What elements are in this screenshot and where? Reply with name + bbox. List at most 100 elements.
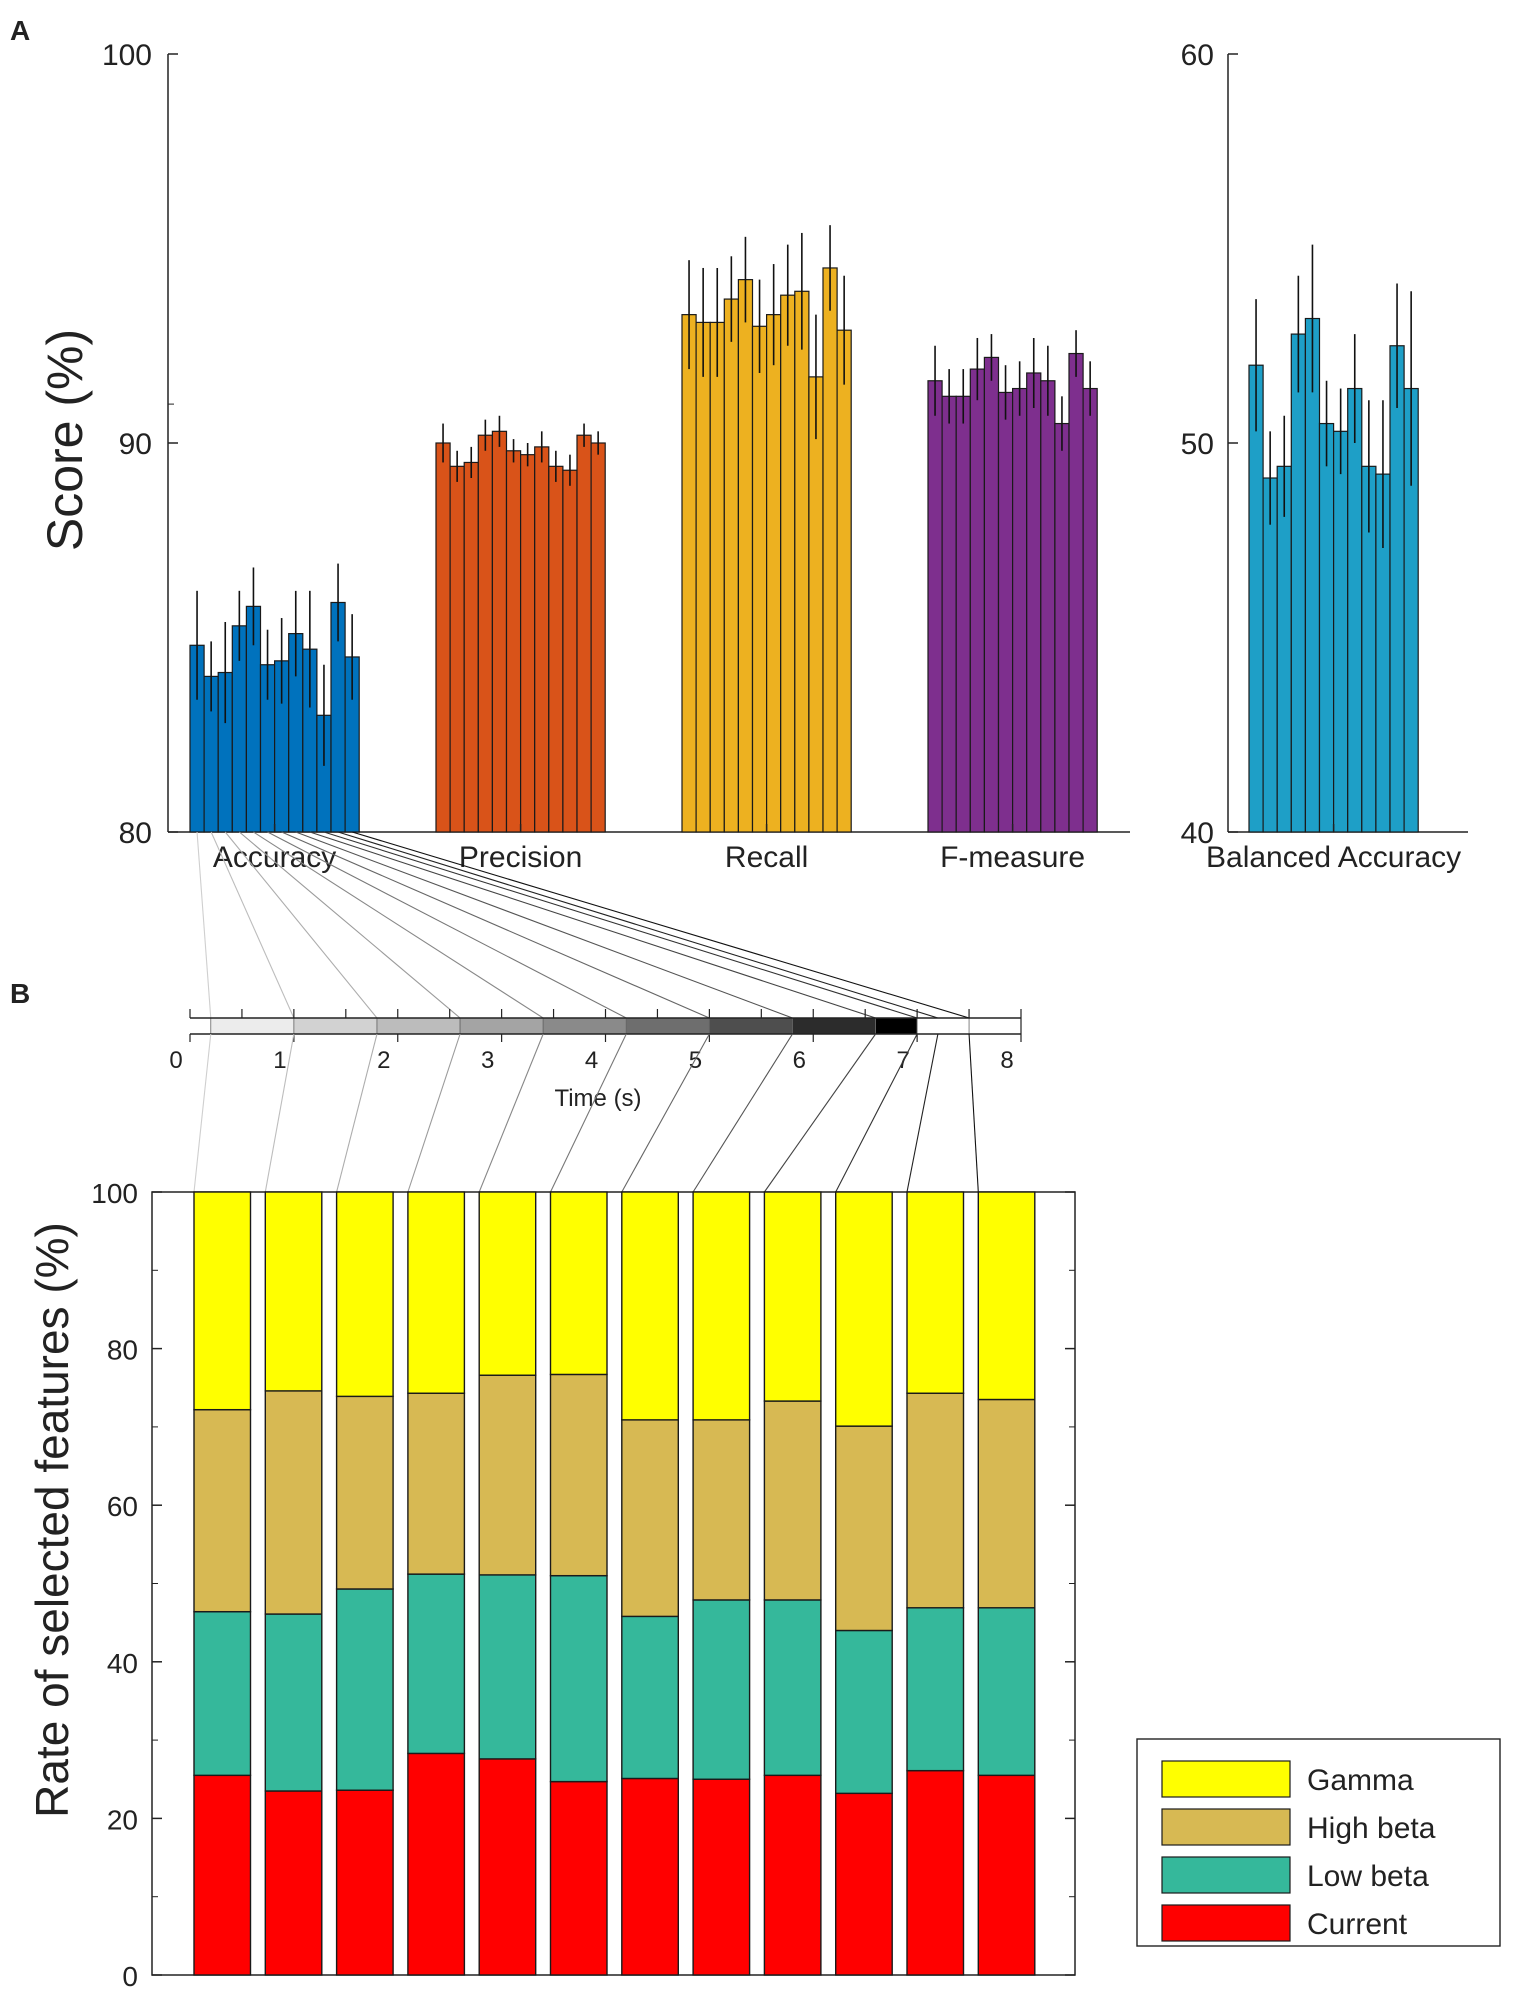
- connector-a-3: [224, 831, 378, 1019]
- y-tick-label-b: 40: [107, 1648, 138, 1679]
- timeline-tick-label: 6: [793, 1047, 806, 1074]
- stack-gamma-12: [977, 1191, 1036, 1401]
- time-window-6: [625, 1017, 710, 1035]
- connector-a-12: [351, 831, 970, 1019]
- y-axis-label-a: Score (%): [37, 329, 93, 551]
- bar-f-measure-6: [997, 391, 1014, 833]
- timeline-axis-label: Time (s): [554, 1085, 641, 1112]
- stack-high-beta-4: [407, 1392, 466, 1575]
- bar-precision-11: [576, 434, 592, 833]
- legend: Gamma High beta Low beta Current: [1136, 1738, 1501, 1947]
- stack-high-beta-6: [549, 1373, 608, 1577]
- bar-precision-10: [562, 469, 578, 833]
- stack-high-beta-2: [264, 1390, 323, 1615]
- connector-a-11: [337, 831, 939, 1019]
- y-tick-label-balanced: 60: [1181, 39, 1214, 72]
- connector-b-1: [193, 1033, 212, 1193]
- stack-gamma-3: [335, 1191, 394, 1398]
- stack-low-beta-7: [621, 1615, 679, 1780]
- time-window-3: [376, 1017, 461, 1035]
- bar-precision-12: [590, 442, 606, 833]
- stack-current-3: [335, 1789, 394, 1976]
- connector-a-8: [295, 831, 793, 1019]
- time-window-4: [459, 1017, 544, 1035]
- bar-recall-9: [794, 290, 810, 833]
- stack-low-beta-5: [478, 1574, 537, 1760]
- timeline-tick-label: 8: [1000, 1047, 1013, 1074]
- bar-balanced-accuracy-2: [1262, 477, 1278, 833]
- category-label-recall: Recall: [725, 841, 808, 874]
- stack-low-beta-2: [264, 1613, 323, 1792]
- connector-a-4: [238, 831, 461, 1019]
- stack-low-beta-12: [977, 1607, 1036, 1777]
- y-tick-label-balanced: 50: [1181, 428, 1214, 461]
- stack-gamma-10: [835, 1191, 893, 1427]
- stack-current-11: [906, 1769, 965, 1976]
- stack-gamma-11: [906, 1191, 965, 1394]
- connector-b-3: [336, 1033, 378, 1193]
- stack-low-beta-6: [549, 1574, 608, 1783]
- panel-b-stacked-chart: 0 20 40 60 80 100 Rate of selected features (%…: [26, 1178, 1076, 1992]
- y-tick-label-b: 60: [107, 1491, 138, 1522]
- y-tick-label-b: 0: [122, 1961, 138, 1992]
- stack-low-beta-9: [763, 1599, 822, 1777]
- connector-b-6: [550, 1033, 627, 1193]
- bar-precision-1: [435, 442, 451, 833]
- stack-current-12: [977, 1774, 1036, 1976]
- bar-precision-8: [534, 446, 550, 833]
- stack-current-1: [193, 1774, 252, 1976]
- bar-balanced-accuracy-7: [1332, 430, 1349, 833]
- bar-f-measure-7: [1011, 387, 1028, 833]
- bar-recall-7: [765, 314, 782, 833]
- stack-current-6: [549, 1780, 608, 1976]
- stack-gamma-2: [264, 1191, 323, 1392]
- connector-lines-a: [196, 831, 970, 1019]
- stack-current-10: [835, 1792, 893, 1976]
- stack-low-beta-11: [906, 1607, 965, 1772]
- stack-high-beta-9: [763, 1400, 822, 1601]
- bar-recall-4: [723, 298, 739, 833]
- connector-b-11: [906, 1033, 939, 1193]
- connector-b-5: [478, 1033, 544, 1193]
- bar-f-measure-8: [1026, 372, 1042, 833]
- legend-label-gamma: Gamma: [1307, 1764, 1414, 1797]
- time-window-7: [708, 1017, 793, 1035]
- stack-gamma-9: [763, 1191, 822, 1402]
- bar-recall-12: [836, 329, 852, 833]
- bar-f-measure-4: [969, 368, 985, 833]
- bar-recall-2: [695, 321, 711, 833]
- y-tick-label-b: 100: [91, 1178, 138, 1209]
- bar-recall-6: [751, 325, 768, 833]
- connector-b-2: [264, 1033, 295, 1193]
- timeline-tick-label: 3: [481, 1047, 494, 1074]
- bar-recall-5: [737, 279, 754, 833]
- stack-current-8: [692, 1778, 751, 1976]
- stack-high-beta-5: [478, 1374, 537, 1576]
- stack-high-beta-8: [692, 1419, 751, 1601]
- stack-high-beta-3: [335, 1395, 394, 1590]
- bar-recall-1: [681, 314, 697, 833]
- legend-label-current: Current: [1307, 1908, 1408, 1941]
- bar-recall-3: [709, 321, 725, 833]
- timeline-bar: 012345678Time (s): [169, 1009, 1022, 1112]
- stack-current-5: [478, 1758, 537, 1976]
- stack-gamma-4: [407, 1191, 466, 1394]
- timeline-tick-label: 2: [377, 1047, 390, 1074]
- stack-current-2: [264, 1790, 323, 1976]
- y-tick-label-b: 80: [107, 1335, 138, 1366]
- connector-b-9: [763, 1033, 877, 1193]
- legend-swatch-gamma: [1161, 1760, 1291, 1798]
- bar-f-measure-11: [1068, 352, 1084, 833]
- connector-a-10: [323, 831, 918, 1019]
- timeline-tick-label: 0: [169, 1047, 182, 1074]
- stack-high-beta-11: [906, 1392, 965, 1609]
- bar-precision-9: [548, 465, 564, 833]
- panel-b-label: B: [10, 978, 30, 1009]
- legend-swatch-low-beta: [1161, 1856, 1291, 1894]
- bar-precision-5: [491, 430, 508, 833]
- bar-precision-3: [463, 461, 479, 833]
- bar-precision-4: [477, 434, 493, 833]
- legend-label-high-beta: High beta: [1307, 1812, 1436, 1845]
- stack-high-beta-1: [193, 1408, 252, 1613]
- time-window-9: [875, 1017, 918, 1035]
